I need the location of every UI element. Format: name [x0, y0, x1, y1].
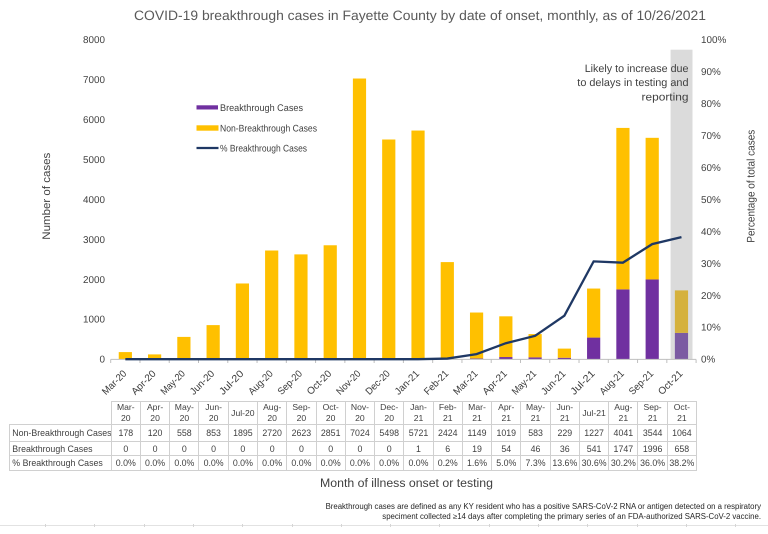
svg-text:6000: 6000 [83, 115, 105, 126]
svg-text:20%: 20% [701, 291, 721, 302]
svg-text:Sep-20: Sep-20 [276, 368, 305, 397]
svg-text:Jul-21: Jul-21 [569, 368, 598, 397]
svg-text:Jun-21: Jun-21 [539, 368, 568, 397]
svg-text:40%: 40% [701, 227, 721, 238]
svg-text:Oct-20: Oct-20 [305, 368, 334, 397]
svg-text:Number of cases: Number of cases [41, 152, 53, 240]
svg-text:Aug-20: Aug-20 [247, 368, 276, 397]
svg-text:Jan-21: Jan-21 [393, 368, 422, 397]
svg-text:30%: 30% [701, 259, 721, 270]
svg-text:0%: 0% [701, 355, 715, 366]
svg-text:Nov-20: Nov-20 [334, 368, 363, 397]
svg-text:Mar-21: Mar-21 [452, 368, 481, 397]
svg-text:10%: 10% [701, 323, 721, 334]
svg-text:to delays in testing and: to delays in testing and [577, 77, 688, 89]
svg-text:8000: 8000 [83, 35, 105, 46]
svg-text:Mar-20: Mar-20 [100, 368, 129, 397]
svg-text:0: 0 [100, 355, 106, 366]
svg-text:Non-Breakthrough Cases: Non-Breakthrough Cases [220, 124, 317, 135]
svg-text:90%: 90% [701, 67, 721, 78]
svg-text:Likely to increase due: Likely to increase due [585, 63, 689, 75]
svg-text:COVID-19 breakthrough cases in: COVID-19 breakthrough cases in Fayette C… [134, 8, 706, 23]
svg-text:7000: 7000 [83, 75, 105, 86]
svg-text:Jul-20: Jul-20 [217, 368, 246, 397]
svg-text:5000: 5000 [83, 155, 105, 166]
svg-text:Dec-20: Dec-20 [364, 368, 393, 397]
svg-text:4000: 4000 [83, 195, 105, 206]
svg-text:2000: 2000 [83, 275, 105, 286]
svg-text:Feb-21: Feb-21 [422, 368, 451, 397]
svg-text:Aug-21: Aug-21 [598, 368, 627, 397]
svg-text:100%: 100% [701, 35, 726, 46]
svg-text:3000: 3000 [83, 235, 105, 246]
svg-text:Percentage of total cases: Percentage of total cases [746, 129, 758, 242]
svg-text:Jun-20: Jun-20 [188, 368, 217, 397]
svg-text:Oct-21: Oct-21 [656, 368, 685, 397]
svg-text:Apr-21: Apr-21 [481, 368, 510, 397]
svg-text:% Breakthrough Cases: % Breakthrough Cases [220, 143, 307, 154]
svg-text:Sep-21: Sep-21 [627, 368, 656, 397]
svg-text:80%: 80% [701, 99, 721, 110]
svg-text:reporting: reporting [642, 91, 689, 103]
svg-text:50%: 50% [701, 195, 721, 206]
svg-text:1000: 1000 [83, 315, 105, 326]
svg-text:May-20: May-20 [159, 368, 188, 397]
svg-text:May-21: May-21 [510, 368, 539, 397]
svg-text:Apr-20: Apr-20 [130, 368, 159, 397]
svg-text:Breakthrough Cases: Breakthrough Cases [220, 103, 303, 114]
svg-text:70%: 70% [701, 131, 721, 142]
svg-text:60%: 60% [701, 163, 721, 174]
